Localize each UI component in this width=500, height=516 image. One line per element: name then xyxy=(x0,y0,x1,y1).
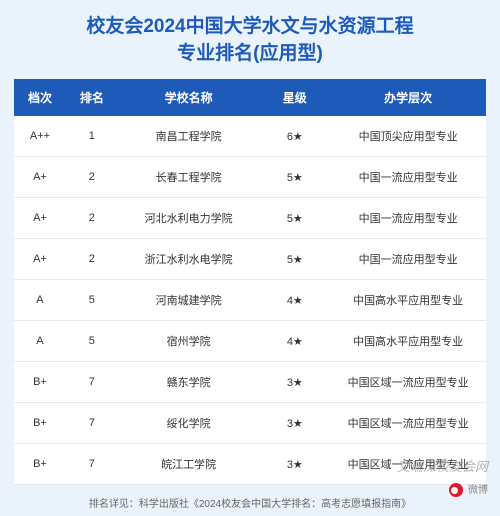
cell-level: 中国高水平应用型专业 xyxy=(330,321,486,362)
cell-level: 中国顶尖应用型专业 xyxy=(330,116,486,157)
table-row: A5河南城建学院4★中国高水平应用型专业 xyxy=(14,280,486,321)
ranking-table: 档次 排名 学校名称 星级 办学层次 A++1南昌工程学院6★中国顶尖应用型专业… xyxy=(14,79,486,485)
cell-star: 4★ xyxy=(259,321,330,362)
cell-star: 5★ xyxy=(259,198,330,239)
cell-school: 南昌工程学院 xyxy=(118,116,260,157)
col-header-level: 办学层次 xyxy=(330,79,486,116)
cell-rank: 2 xyxy=(66,239,118,280)
cell-star: 3★ xyxy=(259,444,330,485)
table-body: A++1南昌工程学院6★中国顶尖应用型专业A+2长春工程学院5★中国一流应用型专… xyxy=(14,116,486,485)
cell-star: 6★ xyxy=(259,116,330,157)
cell-tier: A++ xyxy=(14,116,66,157)
cell-tier: B+ xyxy=(14,403,66,444)
cell-school: 赣东学院 xyxy=(118,362,260,403)
cell-tier: A xyxy=(14,321,66,362)
table-row: A+2长春工程学院5★中国一流应用型专业 xyxy=(14,157,486,198)
cell-rank: 7 xyxy=(66,362,118,403)
table-row: A++1南昌工程学院6★中国顶尖应用型专业 xyxy=(14,116,486,157)
cell-rank: 7 xyxy=(66,403,118,444)
cell-tier: A+ xyxy=(14,198,66,239)
footer-note: 排名详见：科学出版社《2024校友会中国大学排名：高考志愿填报指南》 xyxy=(0,485,500,516)
cell-level: 中国一流应用型专业 xyxy=(330,198,486,239)
cell-rank: 5 xyxy=(66,321,118,362)
cell-rank: 5 xyxy=(66,280,118,321)
cell-tier: A xyxy=(14,280,66,321)
weibo-icon xyxy=(449,483,463,497)
col-header-school: 学校名称 xyxy=(118,79,260,116)
page-title: 校友会2024中国大学水文与水资源工程 专业排名(应用型) xyxy=(0,0,500,79)
cell-school: 河南城建学院 xyxy=(118,280,260,321)
cell-star: 3★ xyxy=(259,362,330,403)
cell-star: 4★ xyxy=(259,280,330,321)
col-header-tier: 档次 xyxy=(14,79,66,116)
cell-tier: A+ xyxy=(14,157,66,198)
cell-tier: B+ xyxy=(14,362,66,403)
table-row: A+2浙江水利水电学院5★中国一流应用型专业 xyxy=(14,239,486,280)
cell-level: 中国一流应用型专业 xyxy=(330,157,486,198)
cell-rank: 1 xyxy=(66,116,118,157)
cell-rank: 2 xyxy=(66,198,118,239)
title-line1: 校友会2024中国大学水文与水资源工程 xyxy=(86,16,413,37)
cell-level: 中国高水平应用型专业 xyxy=(330,280,486,321)
cell-level: 中国区域一流应用型专业 xyxy=(330,403,486,444)
cell-level: 中国区域一流应用型专业 xyxy=(330,444,486,485)
cell-star: 3★ xyxy=(259,403,330,444)
cell-star: 5★ xyxy=(259,239,330,280)
ranking-table-wrap: 档次 排名 学校名称 星级 办学层次 A++1南昌工程学院6★中国顶尖应用型专业… xyxy=(0,79,500,485)
cell-tier: B+ xyxy=(14,444,66,485)
table-header-row: 档次 排名 学校名称 星级 办学层次 xyxy=(14,79,486,116)
weibo-label: 微博 xyxy=(468,485,488,496)
weibo-badge: 微博 xyxy=(449,481,488,497)
cell-level: 中国区域一流应用型专业 xyxy=(330,362,486,403)
table-row: B+7赣东学院3★中国区域一流应用型专业 xyxy=(14,362,486,403)
table-row: A5宿州学院4★中国高水平应用型专业 xyxy=(14,321,486,362)
cell-school: 河北水利电力学院 xyxy=(118,198,260,239)
table-row: B+7皖江工学院3★中国区域一流应用型专业 xyxy=(14,444,486,485)
cell-school: 宿州学院 xyxy=(118,321,260,362)
col-header-star: 星级 xyxy=(259,79,330,116)
cell-level: 中国一流应用型专业 xyxy=(330,239,486,280)
cell-rank: 2 xyxy=(66,157,118,198)
cell-school: 长春工程学院 xyxy=(118,157,260,198)
cell-school: 皖江工学院 xyxy=(118,444,260,485)
cell-rank: 7 xyxy=(66,444,118,485)
cell-school: 绥化学院 xyxy=(118,403,260,444)
col-header-rank: 排名 xyxy=(66,79,118,116)
cell-star: 5★ xyxy=(259,157,330,198)
title-line2: 专业排名(应用型) xyxy=(177,43,323,64)
cell-tier: A+ xyxy=(14,239,66,280)
table-row: A+2河北水利电力学院5★中国一流应用型专业 xyxy=(14,198,486,239)
table-row: B+7绥化学院3★中国区域一流应用型专业 xyxy=(14,403,486,444)
cell-school: 浙江水利水电学院 xyxy=(118,239,260,280)
